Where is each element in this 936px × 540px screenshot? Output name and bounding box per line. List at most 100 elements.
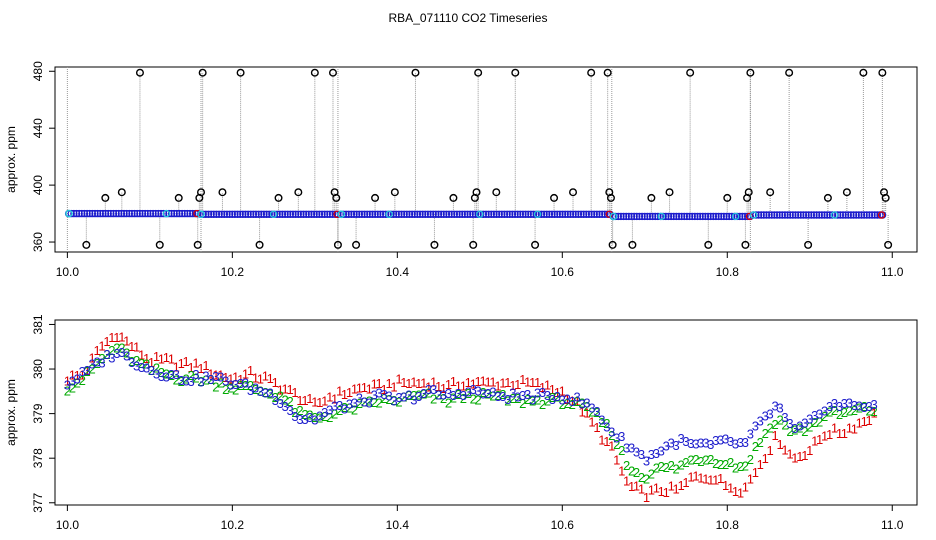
- top-spike-point: [511, 68, 520, 77]
- series-3-marker: 3: [534, 385, 541, 400]
- series-3-marker: 3: [262, 385, 269, 400]
- top-baseline-point: [569, 210, 577, 218]
- top-baseline-point: [416, 210, 424, 218]
- top-baseline-point: [550, 210, 559, 218]
- bottom-x-tick-label: 10.4: [386, 518, 410, 532]
- series-3-marker: 3: [554, 389, 561, 404]
- series-1-marker: 1: [356, 380, 363, 395]
- series-3-marker: 3: [460, 388, 467, 403]
- series-2-marker: 2: [747, 452, 754, 467]
- series-2-marker: 2: [643, 472, 650, 487]
- series-3-marker: 3: [856, 399, 863, 414]
- series-3-marker: 3: [400, 389, 407, 404]
- series-2-marker: 2: [103, 347, 110, 362]
- series-1-marker: 1: [539, 380, 546, 395]
- series-2-marker: 2: [227, 380, 234, 395]
- top-baseline-point: [513, 210, 522, 218]
- series-2-marker: 2: [84, 364, 91, 379]
- top-baseline-point: [434, 210, 443, 218]
- top-spike-point: [492, 188, 501, 197]
- series-3-marker: 3: [841, 396, 848, 411]
- top-baseline-point: [418, 210, 427, 218]
- series-3-marker: 3: [153, 367, 160, 382]
- top-baseline-point: [582, 210, 591, 218]
- series-3-marker: 3: [583, 396, 590, 411]
- top-spike-point: [101, 193, 110, 202]
- series-2-marker: 2: [752, 439, 759, 454]
- series-2-marker: 2: [301, 407, 308, 422]
- series-1-marker: 1: [514, 377, 521, 392]
- series-2-marker: 2: [861, 399, 868, 414]
- series-2-marker: 2: [207, 372, 214, 387]
- top-baseline-point: [657, 212, 665, 221]
- top-baseline-point: [403, 210, 411, 218]
- top-baseline-point: [469, 210, 477, 218]
- top-baseline-point: [680, 212, 689, 221]
- series-3-marker: 3: [653, 446, 660, 461]
- top-baseline-point: [648, 212, 657, 221]
- top-baseline-point: [257, 210, 266, 218]
- series-3-marker: 3: [697, 436, 704, 451]
- series-3-marker: 3: [89, 357, 96, 372]
- series-1-marker: 1: [390, 380, 397, 395]
- top-spike-point: [859, 68, 868, 77]
- top-spike-point: [606, 193, 615, 202]
- top-baseline-point: [543, 210, 551, 218]
- top-x-tick-label: 10.0: [56, 265, 80, 279]
- series-1-marker: 1: [702, 471, 709, 486]
- series-2-marker: 2: [618, 443, 625, 458]
- series-1-marker: 1: [410, 375, 417, 390]
- top-baseline-point: [717, 212, 725, 221]
- top-baseline-point: [706, 212, 715, 221]
- series-1-marker: 1: [405, 376, 412, 391]
- series-1-marker: 1: [791, 450, 798, 465]
- series-3-marker: 3: [643, 453, 650, 468]
- top-baseline-point: [768, 211, 776, 219]
- series-1-marker: 1: [267, 371, 274, 386]
- top-baseline-point: [873, 211, 882, 219]
- series-3-marker: 3: [499, 389, 506, 404]
- series-2-marker: 2: [440, 391, 447, 406]
- top-baseline-point: [696, 212, 704, 221]
- series-1-marker: 1: [841, 426, 848, 441]
- series-1-marker: 1: [866, 413, 873, 428]
- top-baseline-point: [70, 209, 78, 218]
- top-baseline-point: [587, 210, 596, 218]
- series-1: 1111111111111111111111111111111111111111…: [64, 330, 878, 506]
- series-1-marker: 1: [603, 434, 610, 449]
- series-3-marker: 3: [69, 373, 76, 388]
- top-baseline-point: [455, 210, 464, 218]
- series-3-marker: 3: [732, 437, 739, 452]
- top-baseline-point: [225, 210, 234, 218]
- top-baseline-point: [75, 209, 83, 218]
- top-spike-point: [785, 68, 794, 77]
- top-baseline-point: [841, 211, 850, 219]
- top-spike-point: [628, 240, 637, 249]
- series-3-marker: 3: [539, 385, 546, 400]
- top-baseline-point: [476, 210, 484, 218]
- top-baseline-point: [492, 210, 501, 218]
- series-2-marker: 2: [806, 420, 813, 435]
- series-3-marker: 3: [291, 409, 298, 424]
- top-baseline-point: [609, 212, 618, 221]
- series-1-marker: 1: [781, 442, 788, 457]
- series-2-marker: 2: [613, 437, 620, 452]
- series-2-marker: 2: [390, 393, 397, 408]
- series-2-marker: 2: [326, 410, 333, 425]
- top-baseline-point: [704, 212, 712, 221]
- series-3-marker: 3: [286, 403, 293, 418]
- series-3-marker: 3: [479, 387, 486, 402]
- series-1-marker: 1: [425, 379, 432, 394]
- top-baseline-point: [149, 209, 157, 218]
- top-baseline-point: [601, 210, 609, 218]
- top-baseline-point: [291, 210, 300, 218]
- series-3-marker: 3: [519, 388, 526, 403]
- top-spike-point: [352, 240, 361, 249]
- series-1-marker: 1: [643, 490, 650, 505]
- series-3-marker: 3: [163, 369, 170, 384]
- series-2-marker: 2: [217, 376, 224, 391]
- series-3-marker: 3: [757, 413, 764, 428]
- top-x-tick-label: 10.8: [716, 265, 740, 279]
- series-1-marker: 1: [524, 374, 531, 389]
